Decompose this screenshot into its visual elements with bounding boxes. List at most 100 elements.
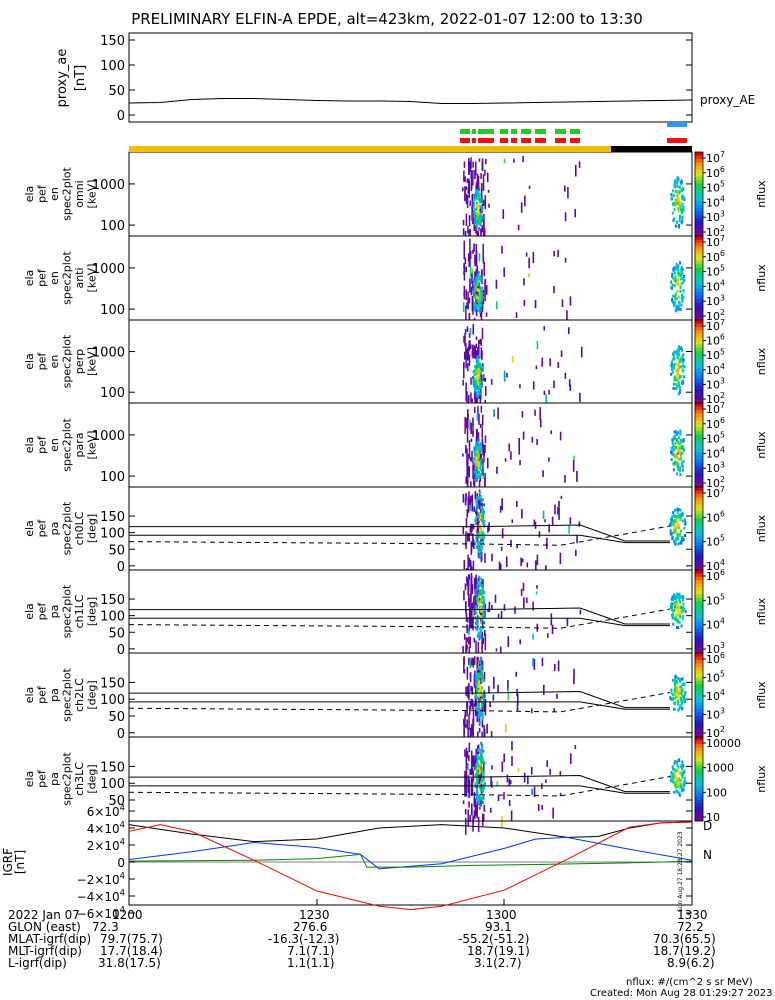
panel3-colorbar-segment bbox=[695, 476, 703, 481]
panel0-colorbar-segment bbox=[695, 173, 703, 177]
panel2-data-blob bbox=[679, 388, 682, 392]
panel7-data-blob bbox=[674, 782, 677, 786]
panel4-ytick-label: 100 bbox=[100, 527, 125, 542]
panel2-data-blob bbox=[671, 368, 674, 372]
panel2-ytick-label: 1000 bbox=[92, 346, 125, 361]
panel0-colorbar-segment bbox=[695, 215, 703, 219]
panel7-colorbar-segment bbox=[695, 796, 703, 801]
footer-col0-mlat: 79.7(75.7) bbox=[100, 932, 163, 946]
panel4-data-blob bbox=[475, 540, 478, 544]
panel6-colorbar-segment bbox=[695, 716, 703, 720]
panel5-data-streak bbox=[488, 601, 491, 613]
panel1-data-streak bbox=[472, 281, 474, 291]
panel3-data-blob bbox=[679, 473, 682, 477]
panel1-data-blob bbox=[477, 296, 480, 300]
panel5-data-blob bbox=[678, 598, 681, 602]
panel7-data-blob bbox=[676, 760, 679, 764]
panel5-colorbar-segment bbox=[695, 570, 703, 574]
panel5-data-blob bbox=[483, 600, 486, 604]
panel1-data-blob bbox=[675, 280, 678, 284]
panel7-data-streak bbox=[480, 764, 482, 777]
panel2-data-streak bbox=[506, 372, 508, 378]
panel4-data-blob bbox=[672, 523, 675, 527]
panel2-data-blob bbox=[675, 377, 678, 381]
panel3-data-streak bbox=[483, 445, 485, 457]
panel2-data-streak bbox=[468, 340, 470, 351]
panel3-data-blob bbox=[479, 442, 482, 446]
panel3-data-blob bbox=[481, 457, 484, 461]
panel2-data-blob bbox=[672, 354, 675, 358]
panel7-data-blob bbox=[676, 769, 679, 773]
panel0-data-blob bbox=[474, 211, 477, 215]
panel5-data-blob bbox=[474, 616, 477, 620]
panel2-data-streak bbox=[543, 326, 546, 331]
panel4-data-blob bbox=[478, 518, 481, 522]
panel1-data-streak bbox=[553, 250, 555, 257]
panel1-ylabel: [keV] bbox=[86, 264, 99, 293]
panel6-colorbar-segment bbox=[695, 709, 703, 713]
panel2-colorbar-tick-label: 106 bbox=[706, 333, 725, 348]
panel7-colorbar-segment bbox=[695, 765, 703, 769]
panel7-data-blob bbox=[475, 788, 478, 792]
panel7-data-blob bbox=[477, 797, 480, 801]
panel0-data-blob bbox=[477, 211, 480, 215]
panel4-data-streak bbox=[476, 506, 478, 524]
igrf-ytick-label: 4×104 bbox=[87, 820, 125, 836]
panel3-data-streak bbox=[478, 413, 480, 425]
panel1-data-blob bbox=[674, 275, 677, 279]
panel4-colorbar-segment bbox=[695, 521, 703, 526]
panel3-data-blob bbox=[480, 447, 483, 451]
panel2-data-blob bbox=[477, 367, 480, 371]
panel2-data-blob bbox=[683, 365, 686, 369]
panel2-data-blob bbox=[476, 370, 479, 374]
panel1-data-blob bbox=[673, 295, 676, 299]
panel7-data-blob bbox=[477, 795, 480, 799]
panel4-data-blob bbox=[680, 529, 683, 533]
panel5-data-blob bbox=[482, 615, 485, 619]
panel7-data-streak bbox=[503, 792, 505, 800]
panel0-ylabel: omni bbox=[73, 180, 86, 207]
panel6-data-blob bbox=[676, 688, 679, 692]
panel5-data-streak bbox=[551, 624, 554, 634]
status-bars bbox=[129, 122, 692, 152]
panel2-ylabel: pef bbox=[36, 352, 49, 371]
panel1-colorbar-tick-label: 103 bbox=[706, 293, 725, 308]
panel6-data-blob bbox=[475, 687, 478, 691]
panel0-data-blob bbox=[676, 195, 679, 199]
panel3-data-blob bbox=[477, 438, 480, 442]
panel0-data-blob bbox=[478, 217, 481, 221]
panel0-ylabel: [keV] bbox=[86, 180, 99, 209]
panel4-data-blob bbox=[475, 498, 478, 502]
panel5-data-streak bbox=[481, 641, 483, 659]
panel0-data-blob bbox=[477, 187, 480, 191]
panel2-data-blob bbox=[478, 369, 481, 373]
panel4-data-streak bbox=[521, 509, 523, 519]
panel0-data-streak bbox=[470, 157, 472, 169]
panel3-data-streak bbox=[518, 438, 521, 448]
panel4-data-streak bbox=[560, 495, 563, 499]
panel1-colorbar-segment bbox=[695, 236, 703, 240]
panel3-colorbar-tick-label: 104 bbox=[706, 445, 725, 460]
panel7-data-streak bbox=[483, 804, 485, 812]
panel1-data-streak bbox=[469, 278, 471, 288]
panel2-ylabel: [keV] bbox=[86, 347, 99, 376]
panel4-data-blob bbox=[475, 536, 478, 540]
panel5-data-blob bbox=[478, 627, 481, 631]
panel0-data-streak bbox=[475, 225, 477, 234]
panel3-data-blob bbox=[477, 456, 480, 460]
panel7-data-streak bbox=[545, 779, 547, 783]
panel6-data-blob bbox=[679, 685, 682, 689]
panel7-data-blob bbox=[678, 782, 681, 786]
panel3-data-streak bbox=[469, 419, 471, 431]
panel4-data-streak bbox=[511, 519, 514, 523]
panel1-data-blob bbox=[478, 290, 481, 294]
panel4-ylabel: pef bbox=[36, 519, 49, 538]
panel4-data-streak bbox=[554, 504, 556, 515]
panel2-data-blob bbox=[677, 379, 680, 383]
panel4-colorbar-segment bbox=[695, 528, 703, 533]
panel0-data-blob bbox=[677, 189, 680, 193]
panel1-colorbar-segment bbox=[695, 253, 703, 258]
panel4-data-blob bbox=[678, 524, 681, 528]
panel6-ylabel: spec2plot bbox=[61, 668, 74, 722]
panel2-colorbar-tick-label: 105 bbox=[706, 347, 725, 362]
